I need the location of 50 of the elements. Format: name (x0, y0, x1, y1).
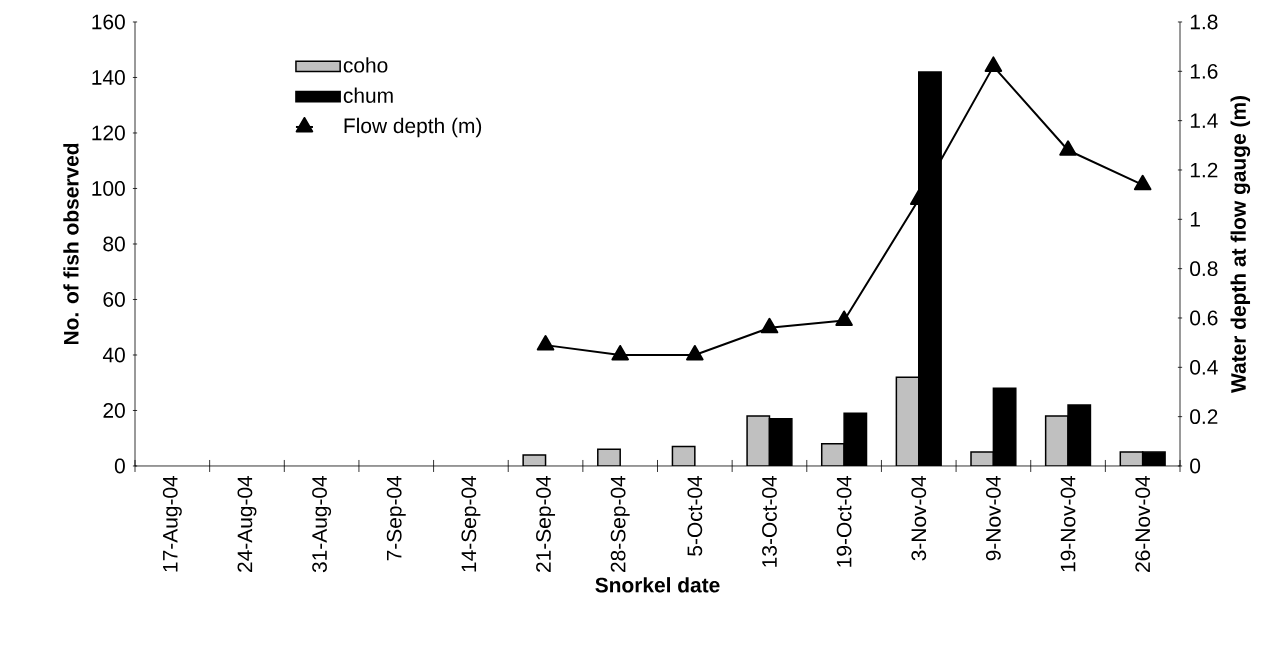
y-tick-label: 40 (102, 347, 125, 363)
y2-tick-label: 1.8 (1190, 14, 1218, 30)
bar (895, 376, 920, 466)
x-tick-label: 24-Aug-04 (237, 475, 257, 572)
y-tick-label: 140 (92, 70, 125, 85)
legend-label: chum (343, 87, 393, 103)
y2-tick-label: 1.4 (1190, 113, 1218, 128)
y-axis-title: No. of fish observed (63, 143, 79, 345)
x-tick-label: 13-Oct-04 (762, 475, 777, 567)
point (1133, 174, 1152, 191)
x-tick-label: 5-Oct-04 (687, 475, 703, 556)
x-tick-label: 26-Nov-04 (1135, 475, 1151, 572)
point (1059, 140, 1077, 156)
x-tick-label: 19-Oct-04 (836, 475, 852, 567)
y2-tick-label: 0 (1190, 458, 1201, 474)
x-tick-label: 9-Nov-04 (985, 475, 1001, 561)
legend-label: coho (343, 57, 388, 73)
point (686, 344, 704, 361)
x-tick-label: 14-Sep-04 (461, 475, 481, 572)
point (760, 317, 779, 334)
y2-tick-label: 1.2 (1190, 162, 1218, 178)
x-tick-label: 17-Aug-04 (162, 475, 182, 572)
x-tick-label: 28-Sep-04 (610, 475, 630, 572)
y-tick-label: 80 (103, 236, 125, 252)
x-tick-label: 3-Nov-04 (911, 475, 927, 561)
legend-label: Flow depth (m) (344, 117, 482, 138)
y-tick-label: 0 (114, 458, 125, 474)
point (835, 310, 853, 326)
y2-tick-label: 1.6 (1190, 63, 1218, 79)
y2-tick-label: 1 (1190, 212, 1200, 227)
y2-tick-label: 0.2 (1190, 409, 1218, 425)
bar (1044, 415, 1069, 466)
y2-axis-title: Water depth at flow gauge (m) (1230, 96, 1251, 393)
point (536, 335, 555, 351)
x-tick-label: 21-Sep-04 (536, 475, 556, 572)
x-tick-label: 7-Sep-04 (386, 475, 406, 561)
y-tick-label: 60 (103, 292, 125, 307)
x-axis-title: Snorkel date (595, 577, 720, 593)
y-tick-label: 160 (92, 14, 125, 30)
x-tick-label: 19-Nov-04 (1060, 475, 1076, 572)
point (984, 56, 1003, 72)
bar (746, 415, 771, 466)
y2-tick-label: 0.6 (1190, 310, 1218, 326)
x-tick-label: 31-Aug-04 (312, 475, 332, 573)
y2-tick-label: 0.8 (1190, 261, 1218, 277)
y-tick-label: 100 (92, 181, 125, 196)
y-tick-label: 20 (103, 403, 125, 418)
y-tick-label: 120 (92, 125, 125, 141)
point (611, 344, 629, 361)
y2-tick-label: 0.4 (1190, 359, 1218, 375)
